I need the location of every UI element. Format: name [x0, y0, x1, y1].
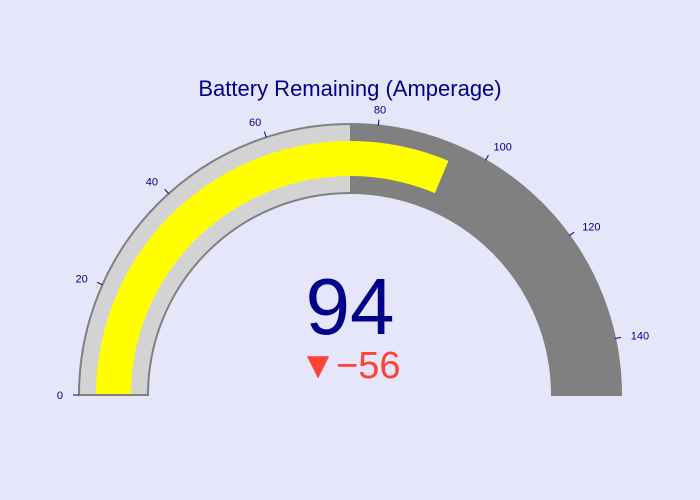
delta-value: −56 — [336, 345, 400, 387]
gauge-bar — [96, 141, 449, 395]
gauge-tick-20 — [96, 281, 103, 286]
gauge-bar-layer — [96, 141, 449, 395]
gauge-tick-label-20: 20 — [76, 273, 88, 285]
gauge-step-0 — [79, 124, 350, 395]
gauge-tick-60 — [263, 131, 267, 138]
gauge-steps — [79, 124, 621, 395]
gauge-step-1 — [350, 124, 621, 395]
gauge-tick-120 — [568, 231, 575, 237]
gauge-tick-label-60: 60 — [249, 117, 261, 129]
gauge-ticks: 0 20 40 60 80 100 120 140 — [57, 105, 649, 402]
gauge-tick-label-120: 120 — [582, 221, 600, 233]
gauge-tick-40 — [164, 188, 170, 194]
gauge-border — [77, 123, 623, 396]
gauge-tick-label-0: 0 — [57, 390, 63, 402]
gauge-value: 94 — [306, 262, 395, 351]
gauge-tick-label-80: 80 — [374, 105, 386, 117]
chart-title: Battery Remaining (Amperage) — [198, 76, 501, 101]
gauge-delta: ▼ −56 — [299, 345, 400, 387]
gauge-border-layer — [77, 123, 623, 396]
gauge-tick-100 — [485, 154, 489, 161]
gauge-tick-label-40: 40 — [146, 177, 158, 189]
gauge-tick-label-140: 140 — [631, 330, 649, 342]
gauge-tick-140 — [614, 336, 622, 340]
delta-down-icon: ▼ — [299, 345, 337, 387]
gauge-tick-80 — [377, 119, 380, 126]
gauge-tick-label-100: 100 — [494, 141, 512, 153]
